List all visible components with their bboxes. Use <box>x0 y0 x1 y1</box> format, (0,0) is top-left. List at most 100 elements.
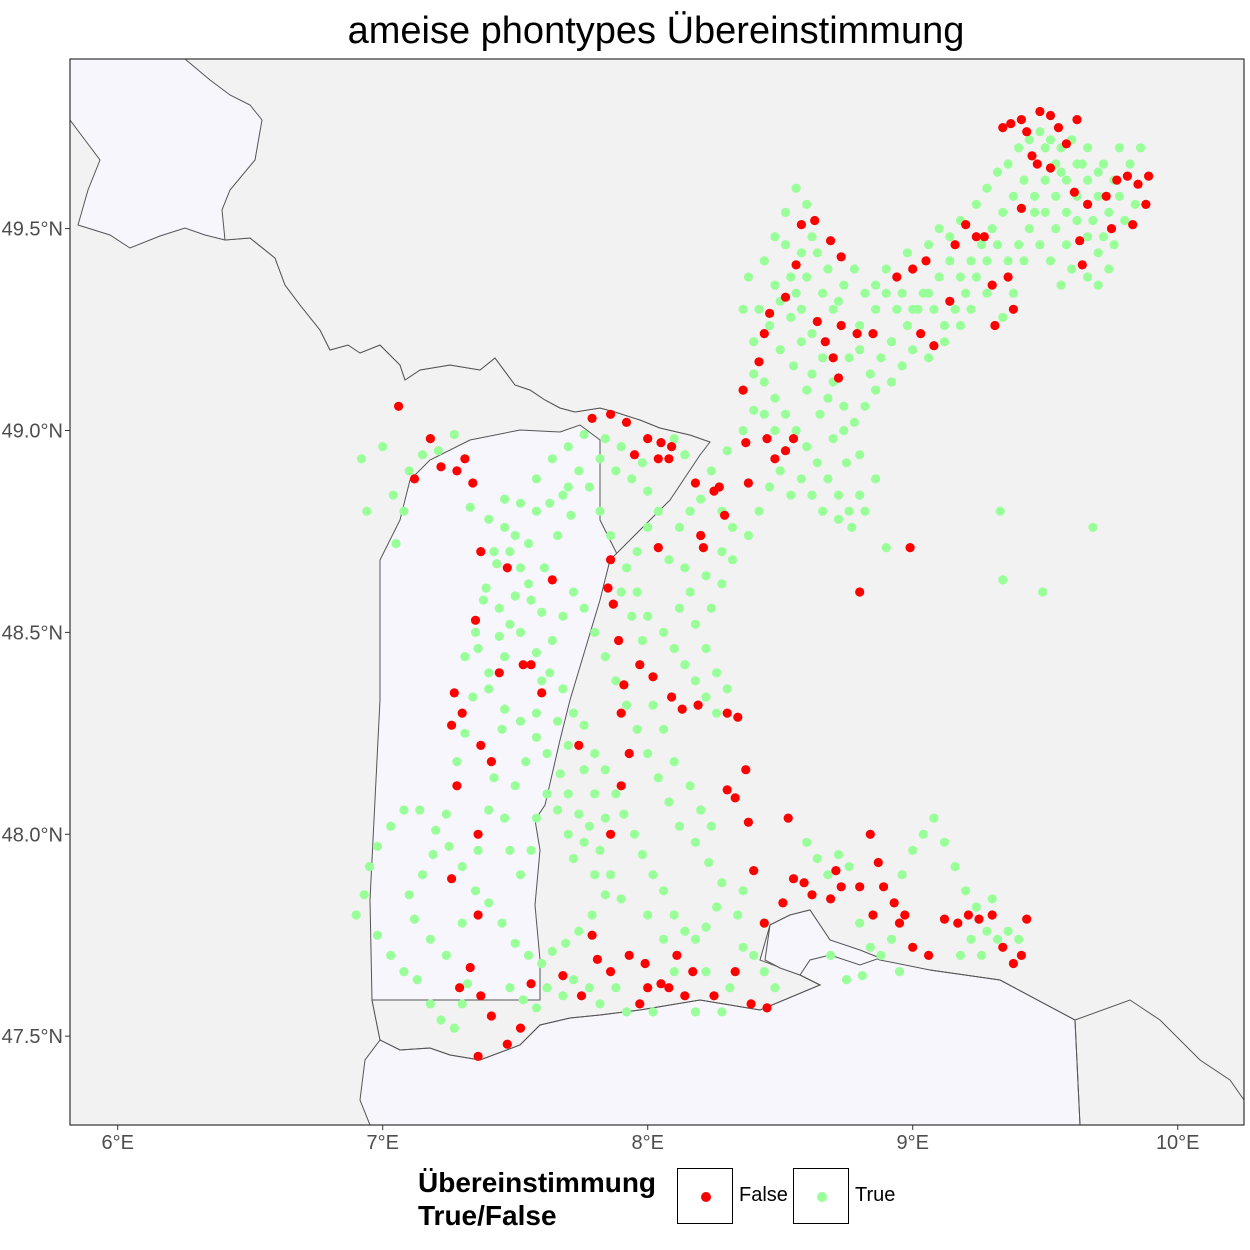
point-false <box>720 510 730 520</box>
point-true <box>444 841 454 852</box>
point-false <box>908 264 918 274</box>
point-false <box>1128 220 1138 230</box>
point-true <box>1024 135 1034 145</box>
point-true <box>908 345 918 355</box>
point-true <box>717 579 727 589</box>
point-false <box>394 401 404 411</box>
point-false <box>603 583 613 593</box>
point-true <box>701 967 711 977</box>
point-true <box>465 502 475 512</box>
point-true <box>590 748 600 759</box>
point-true <box>924 240 934 250</box>
point-true <box>558 684 568 694</box>
point-true <box>1067 264 1077 274</box>
point-true <box>669 434 679 444</box>
point-false <box>558 971 568 981</box>
point-true <box>897 361 907 371</box>
point-true <box>780 240 791 250</box>
point-true <box>606 870 616 880</box>
point-true <box>1030 191 1040 201</box>
point-false <box>696 530 706 541</box>
point-true <box>871 385 881 395</box>
point-true <box>966 256 976 266</box>
point-true <box>600 652 610 662</box>
point-false <box>608 599 618 609</box>
point-true <box>860 401 870 411</box>
point-true <box>563 829 573 839</box>
point-false <box>457 708 467 718</box>
point-false <box>1144 171 1154 181</box>
point-false <box>998 123 1008 133</box>
point-true <box>417 450 428 460</box>
point-true <box>876 950 886 961</box>
point-true <box>961 288 971 298</box>
point-true <box>786 272 796 282</box>
point-true <box>823 264 833 274</box>
point-false <box>648 672 658 682</box>
point-true <box>770 983 780 993</box>
point-true <box>807 329 817 339</box>
x-tick-label: 9°E <box>897 1132 929 1154</box>
legend-dot-true <box>817 1192 827 1202</box>
point-true <box>452 757 462 767</box>
point-true <box>470 627 481 638</box>
point-true <box>637 458 648 468</box>
point-true <box>823 474 833 484</box>
point-true <box>505 619 515 629</box>
point-true <box>701 571 711 581</box>
point-true <box>690 934 701 944</box>
point-false <box>812 316 822 327</box>
point-false <box>537 688 547 698</box>
point-true <box>621 1007 632 1017</box>
point-true <box>701 643 711 654</box>
point-true <box>992 167 1003 177</box>
point-true <box>510 530 520 541</box>
point-true <box>632 724 642 734</box>
point-false <box>971 232 981 242</box>
point-true <box>1093 248 1103 258</box>
point-true <box>812 248 822 258</box>
point-false <box>1061 139 1071 149</box>
point-true <box>791 288 801 298</box>
point-true <box>531 708 542 718</box>
point-true <box>547 635 557 646</box>
point-false <box>924 950 934 961</box>
point-false <box>1101 191 1111 201</box>
point-false <box>486 757 496 767</box>
point-false <box>770 454 780 464</box>
point-false <box>688 967 698 977</box>
point-false <box>436 462 446 472</box>
point-true <box>457 862 467 872</box>
point-true <box>791 183 801 193</box>
point-true <box>537 607 547 617</box>
point-true <box>987 224 997 234</box>
point-false <box>929 341 939 351</box>
point-true <box>1040 143 1050 153</box>
point-true <box>796 474 807 484</box>
point-true <box>484 805 494 815</box>
point-true <box>704 857 714 868</box>
point-false <box>587 930 597 940</box>
point-true <box>547 454 557 464</box>
point-false <box>1008 304 1019 314</box>
point-true <box>841 975 852 985</box>
point-true <box>1035 240 1045 250</box>
point-false <box>664 983 674 993</box>
legend-label-true: True <box>855 1184 896 1206</box>
point-true <box>1045 135 1056 145</box>
point-true <box>966 934 976 944</box>
point-true <box>386 950 396 961</box>
point-true <box>579 837 589 847</box>
point-false <box>635 999 645 1009</box>
point-true <box>780 207 791 217</box>
point-false <box>836 252 846 262</box>
point-true <box>1083 143 1093 153</box>
point-true <box>500 494 510 504</box>
point-true <box>364 862 375 872</box>
point-true <box>995 506 1005 516</box>
point-false <box>621 417 632 427</box>
point-true <box>802 442 812 452</box>
point-true <box>521 757 531 767</box>
point-false <box>780 292 791 302</box>
y-tick-label: 48.5°N <box>2 622 63 644</box>
